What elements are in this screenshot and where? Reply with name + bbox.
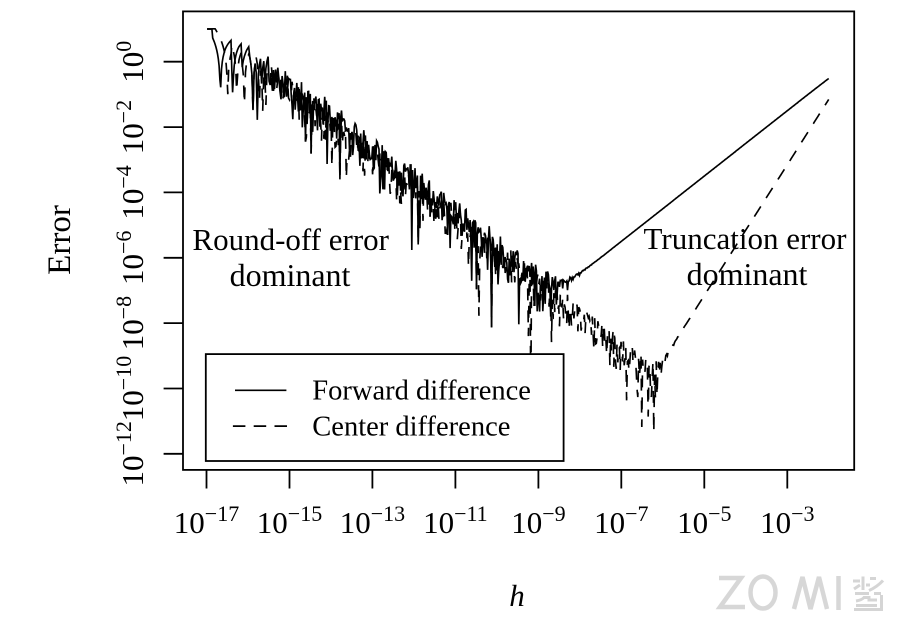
- svg-text:Error: Error: [42, 205, 78, 275]
- svg-text:dominant: dominant: [687, 256, 808, 292]
- svg-text:Center difference: Center difference: [312, 412, 510, 443]
- svg-text:10−15: 10−15: [257, 501, 322, 540]
- svg-text:Forward difference: Forward difference: [312, 375, 531, 406]
- svg-text:Truncation error: Truncation error: [644, 221, 848, 256]
- svg-text:dominant: dominant: [230, 257, 351, 293]
- svg-text:h: h: [509, 578, 525, 613]
- svg-text:Round-off error: Round-off error: [192, 222, 389, 257]
